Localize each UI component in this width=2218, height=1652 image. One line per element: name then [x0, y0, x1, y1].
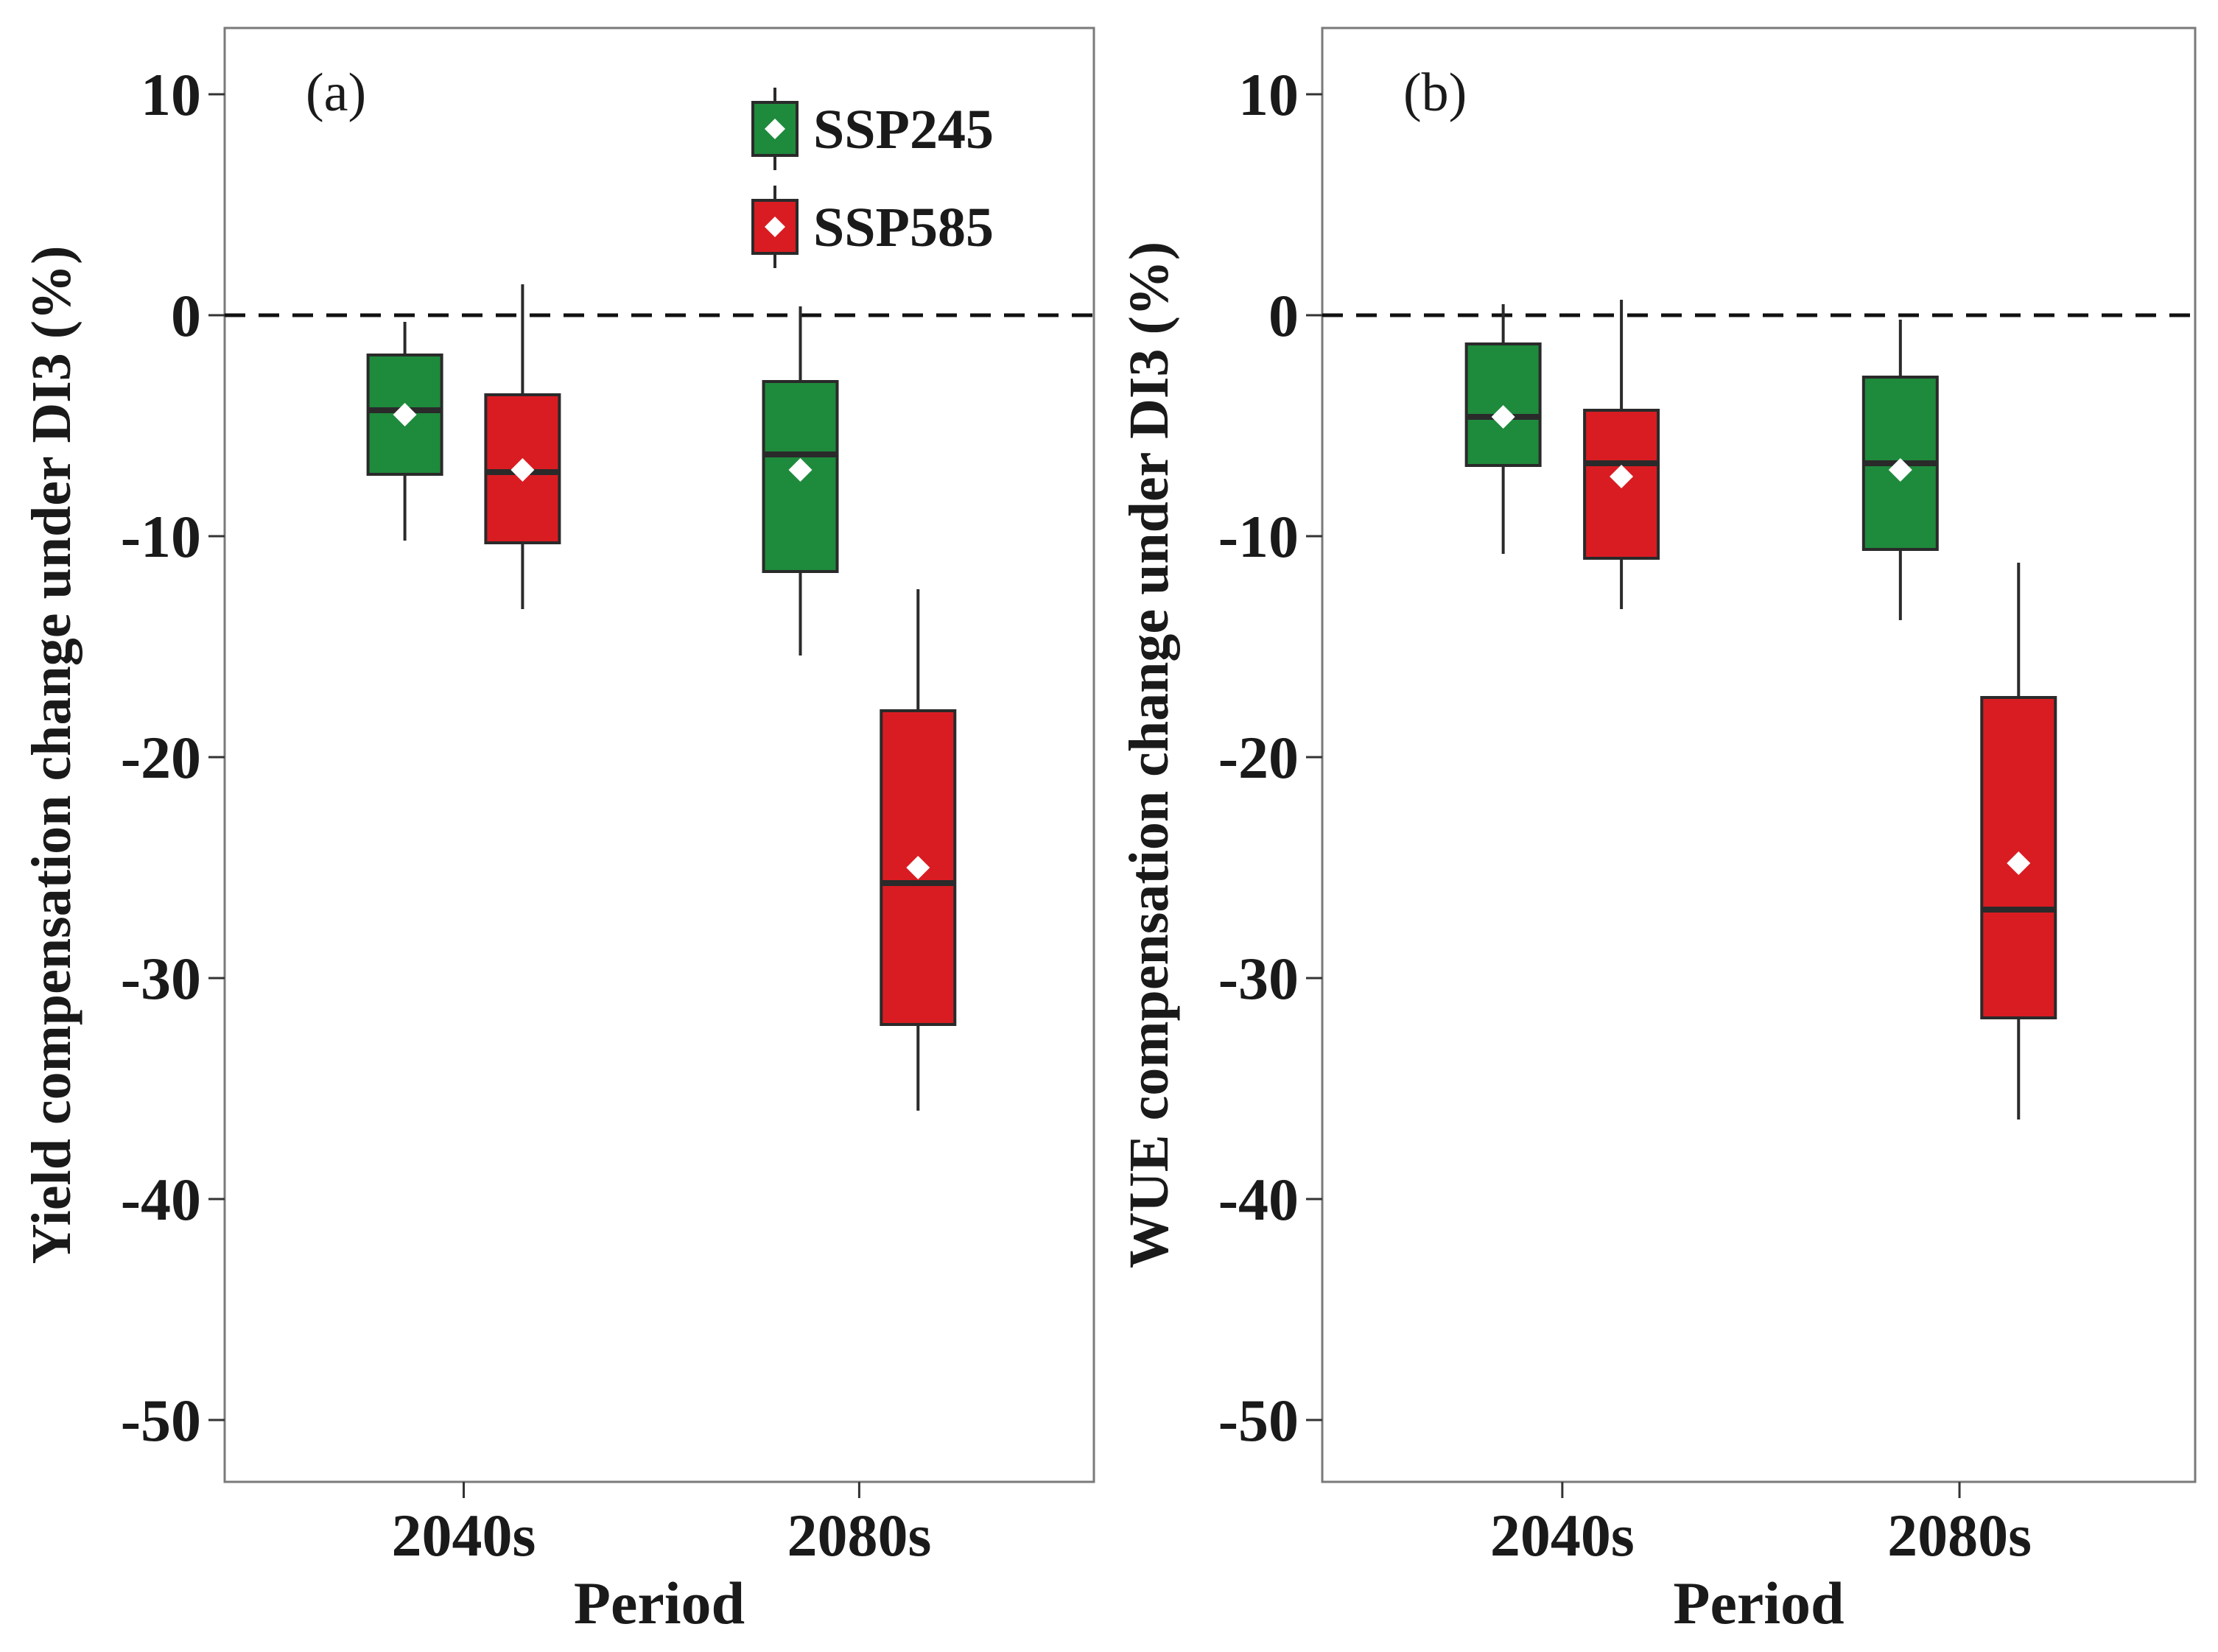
box-ssp245-2040s: [366, 322, 443, 541]
legend-key-mean: [765, 217, 785, 237]
y-tick-label: 0: [1268, 282, 1299, 349]
x-axis-title: Period: [1673, 1570, 1844, 1637]
mean-marker: [510, 458, 535, 482]
y-tick-label: 0: [171, 282, 201, 349]
legend-key-ssp245: [751, 101, 799, 157]
y-tick-label: -40: [121, 1166, 201, 1233]
x-axis-title: Period: [574, 1570, 745, 1637]
y-tick-label: -30: [1218, 945, 1299, 1012]
panel-label: (a): [306, 63, 366, 123]
legend-label: SSP245: [813, 99, 994, 161]
y-tick-label: 10: [1238, 61, 1299, 128]
x-tick-label: 2040s: [392, 1502, 536, 1569]
mean-marker: [1888, 458, 1912, 482]
box-body: [1583, 409, 1660, 560]
mean-marker: [1491, 405, 1515, 429]
y-tick-label: 10: [141, 61, 201, 128]
mean-marker: [788, 458, 813, 482]
mean-marker: [906, 856, 930, 879]
panel-b: 10 0 -10 -20 -30 -40 -50 WUE compensation chang…: [1118, 27, 2197, 1637]
box-ssp585-2080s: [880, 589, 957, 1111]
legend-label: SSP585: [813, 197, 994, 259]
y-tick-label: -10: [1218, 503, 1299, 570]
x-tick-label: 2080s: [787, 1502, 931, 1569]
y-tick-label: -50: [1218, 1387, 1299, 1454]
box-ssp585-2040s: [1583, 300, 1660, 609]
box-ssp245-2080s: [1861, 320, 1939, 620]
y-axis-title: WUE compensation change under DI3 (%): [1118, 242, 1180, 1268]
x-tick-label: 2040s: [1490, 1502, 1635, 1569]
y-tick-label: -50: [121, 1387, 201, 1454]
mean-marker: [1610, 465, 1634, 488]
box-ssp585-2080s: [1980, 563, 2057, 1120]
legend: SSP245 SSP585: [751, 88, 994, 268]
y-axis-title: Yield compensation change under DI3 (%): [21, 246, 83, 1265]
mean-marker: [393, 403, 417, 426]
x-tick-label: 2080s: [1887, 1502, 2032, 1569]
legend-key-mean: [765, 119, 785, 139]
box-ssp245-2080s: [762, 306, 839, 655]
y-tick-label: -10: [121, 503, 201, 570]
y-tick-label: -40: [1218, 1166, 1299, 1233]
box-ssp245-2040s: [1464, 304, 1542, 554]
y-tick-label: -20: [121, 724, 201, 791]
y-tick-label: -20: [1218, 724, 1299, 791]
box-body: [1464, 342, 1542, 467]
plot-border: [1321, 27, 2197, 1483]
panel-label: (b): [1403, 63, 1467, 123]
panel-a: 10 0 -10 -20 -30 -40 -50 Yield compensation cha…: [21, 27, 1095, 1637]
y-tick-label: -30: [121, 945, 201, 1012]
mean-marker: [2007, 851, 2031, 875]
box-ssp585-2040s: [484, 284, 561, 609]
plot-border: [223, 27, 1095, 1483]
